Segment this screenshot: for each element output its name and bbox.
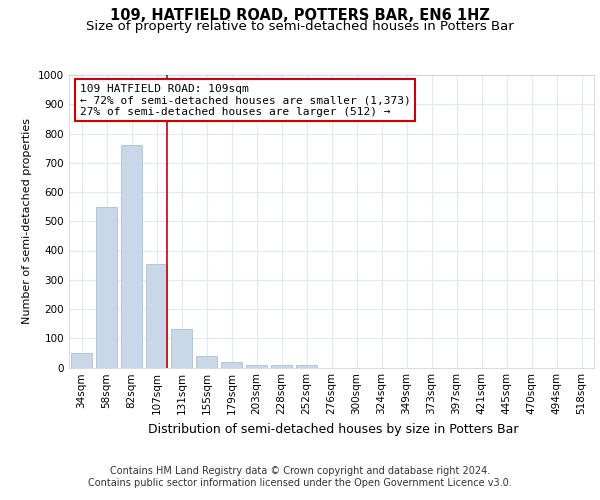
Bar <box>196 356 217 368</box>
Text: Contains HM Land Registry data © Crown copyright and database right 2024.: Contains HM Land Registry data © Crown c… <box>110 466 490 476</box>
Bar <box>221 362 242 368</box>
Text: Contains public sector information licensed under the Open Government Licence v3: Contains public sector information licen… <box>88 478 512 488</box>
Bar <box>146 264 167 368</box>
Text: Size of property relative to semi-detached houses in Potters Bar: Size of property relative to semi-detach… <box>86 20 514 33</box>
Bar <box>121 145 142 368</box>
Text: Distribution of semi-detached houses by size in Potters Bar: Distribution of semi-detached houses by … <box>148 422 518 436</box>
Bar <box>271 364 292 368</box>
Text: 109, HATFIELD ROAD, POTTERS BAR, EN6 1HZ: 109, HATFIELD ROAD, POTTERS BAR, EN6 1HZ <box>110 8 490 22</box>
Bar <box>96 206 117 368</box>
Bar <box>71 353 92 368</box>
Bar <box>246 364 267 368</box>
Y-axis label: Number of semi-detached properties: Number of semi-detached properties <box>22 118 32 324</box>
Text: 109 HATFIELD ROAD: 109sqm
← 72% of semi-detached houses are smaller (1,373)
27% : 109 HATFIELD ROAD: 109sqm ← 72% of semi-… <box>79 84 410 117</box>
Bar <box>296 365 317 368</box>
Bar <box>171 330 192 368</box>
